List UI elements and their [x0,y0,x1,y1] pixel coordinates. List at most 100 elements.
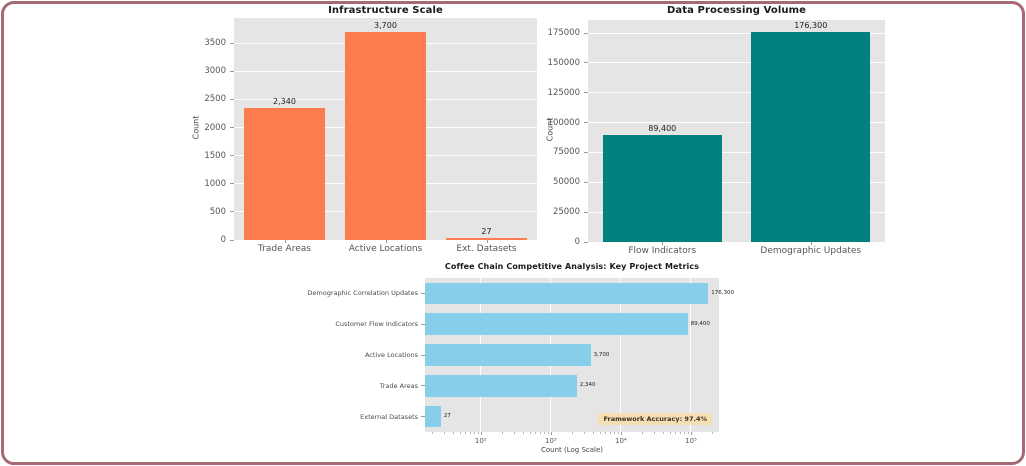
y-tick-mark [230,155,234,157]
y-category-label: Customer Flow Indicators [335,320,418,329]
y-tick-label: 2500 [204,94,226,105]
y-tick-label: 175000 [547,28,580,39]
x-tick-mark [284,240,286,243]
x-category-label: Demographic Updates [760,246,862,256]
x-tick-label: 10³ [544,437,557,445]
x-minor-tick-mark [444,432,446,434]
y-tick-mark [230,239,234,241]
x-tick-label: 10⁵ [685,437,697,445]
gridline [588,241,885,243]
y-tick-mark [584,62,588,64]
bar [345,32,426,240]
x-tick-label: 10⁴ [615,437,627,445]
x-tick-mark [662,242,664,245]
y-tick-label: 50000 [552,177,580,188]
bar [244,108,325,240]
x-tick-mark [690,432,692,435]
x-minor-tick-mark [473,432,475,434]
y-tick-mark [584,241,588,243]
y-tick-mark [584,211,588,213]
bar-value-label: 89,400 [690,320,710,327]
x-tick-mark [480,432,482,435]
y-tick-mark [230,211,234,213]
gridline [690,278,692,432]
x-minor-tick-mark [535,432,537,434]
gridline [588,62,885,64]
bar-value-label: 2,340 [579,382,596,389]
bar-value-label: 176,300 [794,20,828,30]
bar-value-label: 27 [443,413,451,420]
y-tick-label: 3500 [204,38,226,49]
y-tick-mark [230,98,234,100]
y-tick-label: 125000 [547,87,580,98]
x-tick-label: 10² [474,437,487,445]
x-minor-tick-mark [684,432,686,434]
y-category-label: Trade Areas [379,381,418,390]
y-tick-mark [584,122,588,124]
x-minor-tick-mark [687,432,689,434]
x-minor-tick-mark [617,432,619,434]
x-tick-mark [385,240,387,243]
x-category-label: Active Locations [348,244,423,254]
y-tick-mark [230,70,234,72]
x-minor-tick-mark [642,432,643,434]
x-minor-tick-mark [452,432,454,434]
x-minor-tick-mark [605,432,607,434]
x-tick-mark [810,242,812,245]
bar [602,135,722,242]
x-minor-tick-mark [584,432,586,434]
y-tick-mark [584,151,588,153]
y-tick-mark [421,292,425,294]
y-tick-label: 100000 [547,117,580,128]
gridline [588,92,885,94]
y-tick-label: 3000 [204,66,226,77]
bar [425,344,591,366]
y-tick-label: 2000 [204,122,226,133]
gridline [588,151,885,153]
x-minor-tick-mark [469,432,471,434]
y-tick-label: 0 [574,237,580,247]
x-minor-tick-mark [654,432,656,434]
x-minor-tick-mark [465,432,467,434]
x-category-label: Flow Indicators [628,246,697,256]
y-category-label: External Datasets [360,412,418,421]
gridline [588,181,885,183]
x-category-label: Ext. Datasets [456,244,517,254]
x-minor-tick-mark [614,432,616,434]
y-tick-mark [230,183,234,185]
x-minor-tick-mark [431,432,433,434]
bar-value-label: 176,300 [711,289,734,296]
bar-value-label: 27 [481,227,492,237]
x-category-label: Trade Areas [258,244,311,254]
x-minor-tick-mark [529,432,531,434]
y-tick-label: 0 [220,235,226,245]
bar [751,31,871,242]
bar-value-label: 3,700 [593,351,610,358]
x-minor-tick-mark [544,432,546,434]
chart-title: Infrastructure Scale [328,5,443,16]
x-minor-tick-mark [522,432,524,434]
chart-title: Data Processing Volume [666,5,806,16]
bar-value-label: 3,700 [374,21,397,31]
gridline [620,278,622,432]
x-minor-tick-mark [501,432,503,434]
x-minor-tick-mark [477,432,479,434]
x-minor-tick-mark [712,432,714,434]
y-tick-mark [230,42,234,44]
gridline [588,122,885,124]
bar [425,405,441,428]
bar-value-label: 2,340 [273,97,296,107]
x-minor-tick-mark [663,432,665,434]
y-tick-mark [230,127,234,129]
y-category-label: Demographic Correlation Updates [307,289,418,298]
x-minor-tick-mark [514,432,516,434]
bar [446,238,527,240]
x-tick-mark [550,432,552,435]
y-tick-mark [421,416,425,418]
gridline [588,32,885,34]
y-tick-mark [421,385,425,387]
x-minor-tick-mark [539,432,541,434]
bar [425,282,709,305]
